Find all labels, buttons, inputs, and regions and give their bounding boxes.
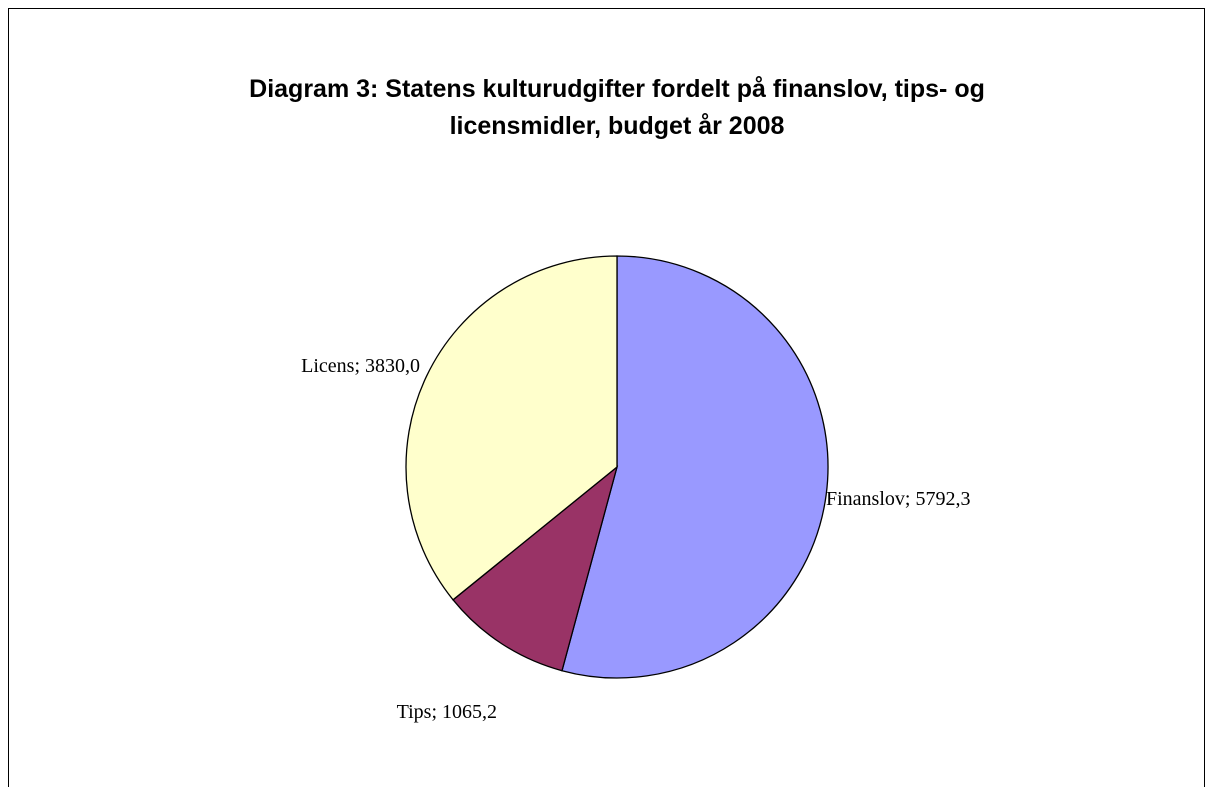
chart-title: licensmidler, budget år 2008 — [450, 112, 785, 140]
data-label: Tips; 1065,2 — [397, 701, 497, 723]
value-label: ; 3830,0 — [354, 355, 420, 377]
category-label: Licens — [301, 355, 355, 377]
value-label: ; 5792,3 — [905, 488, 971, 510]
value-label: ; 1065,2 — [431, 701, 497, 723]
pie-slice — [405, 255, 618, 601]
data-label: Finanslov; 5792,3 — [826, 488, 970, 510]
category-label: Finanslov — [826, 488, 905, 510]
category-label: Tips — [397, 701, 432, 723]
pie-slice — [452, 465, 619, 672]
chart-title: Diagram 3: Statens kulturudgifter fordel… — [249, 75, 985, 103]
data-label: Licens; 3830,0 — [301, 355, 420, 377]
chart-frame — [8, 8, 1205, 787]
pie-slice — [561, 255, 829, 679]
